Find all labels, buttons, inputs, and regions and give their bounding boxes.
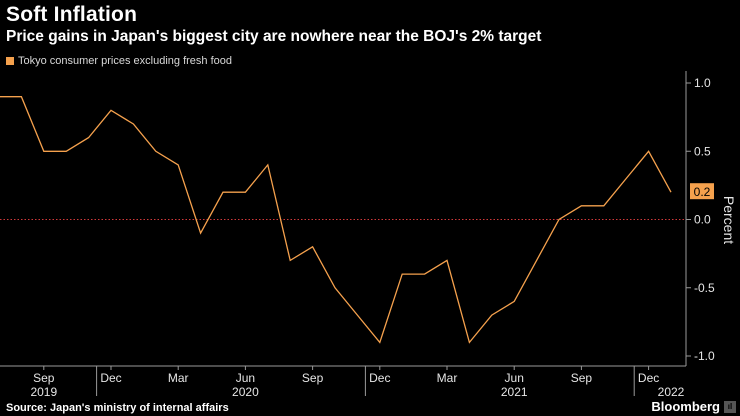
x-year-label: 2019	[30, 385, 57, 399]
x-year-label: 2022	[658, 385, 685, 399]
x-tick-label: Sep	[33, 371, 55, 385]
y-tick-label: 0.5	[694, 144, 711, 158]
x-tick-label: Mar	[437, 371, 458, 385]
legend-label: Tokyo consumer prices excluding fresh fo…	[18, 55, 232, 67]
chart-legend: Tokyo consumer prices excluding fresh fo…	[6, 55, 232, 67]
y-axis-title: Percent	[721, 196, 737, 244]
last-value-badge	[690, 183, 714, 200]
x-tick-label: Dec	[638, 371, 659, 385]
bloomberg-badge-icon: ıl	[724, 401, 736, 413]
x-tick-label: Sep	[571, 371, 593, 385]
chart-subtitle: Price gains in Japan's biggest city are …	[6, 28, 542, 45]
last-value-label: 0.2	[694, 185, 711, 199]
x-year-label: 2020	[232, 385, 259, 399]
x-tick-label: Dec	[369, 371, 390, 385]
chart-title: Soft Inflation	[6, 3, 138, 26]
x-tick-label: Dec	[100, 371, 121, 385]
x-tick-label: Mar	[168, 371, 189, 385]
y-tick-label: 1.0	[694, 76, 711, 90]
data-series-line	[0, 96, 672, 344]
x-year-label: 2021	[501, 385, 528, 399]
bloomberg-logo: Bloomberg	[651, 399, 720, 414]
source-note: Source: Japan's ministry of internal aff…	[6, 402, 229, 414]
legend-swatch	[6, 57, 14, 65]
x-tick-label: Sep	[302, 371, 324, 385]
x-tick-label: Jun	[505, 371, 524, 385]
x-tick-label: Jun	[236, 371, 255, 385]
y-tick-label: -1.0	[694, 349, 715, 363]
y-tick-label: 0.0	[694, 213, 711, 227]
y-tick-label: -0.5	[694, 281, 715, 295]
